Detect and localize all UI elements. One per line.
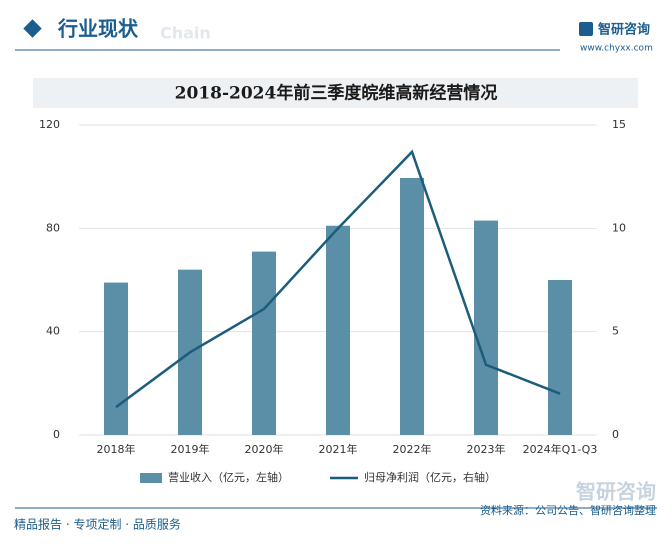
brand-url: www.chyxx.com [580,44,653,54]
x-tick-label: 2024年Q1-Q3 [523,442,598,456]
x-tick-label: 2020年 [245,442,284,456]
bar [104,282,128,435]
y-tick-label: 120 [39,118,60,131]
y2-tick-label: 10 [612,221,626,234]
header-icon [23,19,42,38]
brand-logo [579,22,593,36]
header-title: 行业现状 [57,17,139,41]
y-tick-label: 0 [53,428,60,441]
bar [326,225,350,435]
x-tick-label: 2021年 [319,442,358,456]
y-tick-label: 80 [46,221,60,234]
y2-tick-label: 0 [612,428,619,441]
slogan: 精品报告 · 专项定制 · 品质服务 [14,517,181,532]
brand-name: 智研咨询 [598,22,650,38]
legend-label: 归母净利润（亿元，右轴） [364,470,496,484]
chart-title: 2018-2024年前三季度皖维高新经营情况 [175,83,498,104]
line [115,149,561,409]
bar [548,280,572,435]
footer-brand: 智研咨询 [576,480,656,504]
x-tick-label: 2023年 [467,442,506,456]
source: 资料来源：公司公告、智研咨询整理 [480,503,656,517]
bar [474,220,498,435]
x-tick-label: 2022年 [393,442,432,456]
bar [400,177,424,436]
y2-tick-label: 5 [612,325,619,338]
legend-label: 营业收入（亿元，左轴） [168,470,289,484]
header-subtitle: Chain [160,24,211,43]
y2-tick-label: 15 [612,118,626,131]
x-tick-label: 2018年 [97,442,136,456]
x-tick-label: 2019年 [171,442,210,456]
legend-swatch [140,473,162,483]
title-box [33,78,638,108]
bar [252,251,276,435]
y-tick-label: 40 [46,325,60,338]
